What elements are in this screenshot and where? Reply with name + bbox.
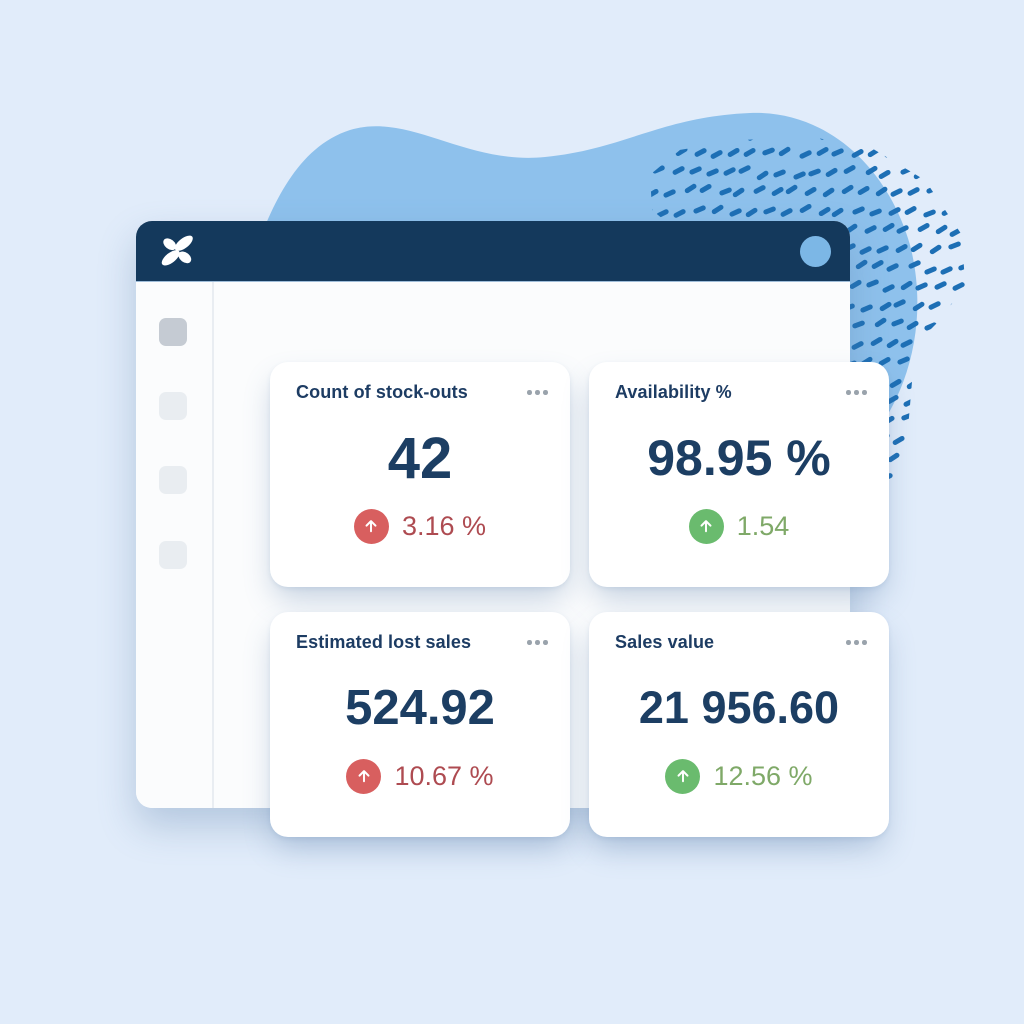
kpi-value: 524.92	[345, 681, 495, 735]
ellipsis-menu-icon[interactable]	[525, 385, 550, 400]
window-titlebar	[136, 221, 850, 282]
card-title: Sales value	[615, 632, 715, 652]
kpi-card-stock-outs: Count of stock-outs 42 3.16 %	[270, 362, 570, 587]
kpi-delta-row: 10.67 %	[270, 755, 570, 797]
kpi-delta: 3.16 %	[401, 510, 487, 541]
kpi-card-availability: Availability % 98.95 % 1.54	[589, 362, 889, 587]
kpi-value: 98.95 %	[647, 430, 831, 486]
kpi-delta-row: 3.16 %	[270, 505, 570, 547]
ellipsis-menu-icon[interactable]	[844, 635, 869, 650]
kpi-card-sales-value: Sales value 21 956.60 12.56 %	[589, 612, 889, 837]
sidebar-item[interactable]	[159, 392, 187, 420]
arrow-up-icon	[665, 758, 701, 794]
sidebar-item[interactable]	[159, 541, 187, 569]
card-title: Availability %	[615, 382, 732, 402]
arrow-up-icon	[353, 508, 389, 544]
card-header: Availability %	[615, 382, 869, 403]
kpi-delta: 1.54	[736, 510, 790, 541]
kpi-delta: 12.56 %	[713, 760, 813, 791]
ellipsis-menu-icon[interactable]	[525, 635, 550, 650]
pinwheel-logo-icon	[161, 235, 193, 266]
sidebar	[136, 282, 214, 808]
kpi-card-lost-sales: Estimated lost sales 524.92 10.67 %	[270, 612, 570, 837]
card-title: Estimated lost sales	[296, 632, 472, 652]
kpi-value: 42	[387, 425, 453, 491]
kpi-value: 21 956.60	[638, 682, 840, 733]
card-header: Estimated lost sales	[296, 632, 550, 653]
card-header: Sales value	[615, 632, 869, 653]
titlebar-circle-button[interactable]	[800, 236, 831, 267]
arrow-up-icon	[688, 508, 724, 544]
kpi-delta: 10.67 %	[394, 760, 494, 791]
card-title: Count of stock-outs	[296, 382, 468, 402]
sidebar-item[interactable]	[159, 466, 187, 494]
card-header: Count of stock-outs	[296, 382, 550, 403]
kpi-delta-row: 1.54	[589, 505, 889, 547]
arrow-up-icon	[346, 758, 382, 794]
ellipsis-menu-icon[interactable]	[844, 385, 869, 400]
sidebar-item[interactable]	[159, 318, 187, 346]
kpi-delta-row: 12.56 %	[589, 755, 889, 797]
